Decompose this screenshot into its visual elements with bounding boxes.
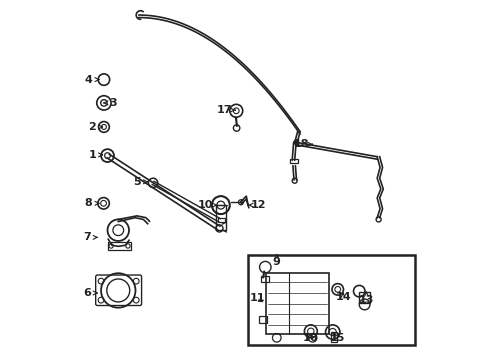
Bar [247, 255, 414, 345]
Bar [265, 273, 328, 334]
Text: 6: 6 [82, 288, 97, 298]
Text: 13: 13 [358, 292, 373, 305]
Bar [215, 205, 225, 230]
Bar [330, 332, 336, 342]
Text: 12: 12 [248, 200, 266, 210]
Bar [107, 242, 131, 250]
Text: 4: 4 [84, 75, 99, 85]
Text: 18: 18 [293, 139, 312, 149]
Bar [260, 276, 268, 282]
Text: 15: 15 [329, 333, 345, 343]
Text: 3: 3 [103, 98, 117, 108]
Text: 2: 2 [88, 122, 102, 132]
Text: 10: 10 [197, 200, 216, 210]
Text: 7: 7 [82, 232, 97, 242]
Text: 16: 16 [303, 333, 318, 343]
Circle shape [293, 140, 298, 144]
Text: 17: 17 [217, 105, 235, 115]
Bar [258, 316, 266, 323]
Bar [359, 292, 369, 303]
Text: 1: 1 [88, 150, 102, 160]
Bar [217, 218, 225, 222]
Text: 11: 11 [249, 293, 264, 303]
Bar [290, 159, 298, 163]
Text: 8: 8 [84, 198, 99, 208]
Text: 14: 14 [335, 292, 350, 302]
Text: 5: 5 [133, 177, 147, 187]
Text: 9: 9 [272, 255, 280, 267]
